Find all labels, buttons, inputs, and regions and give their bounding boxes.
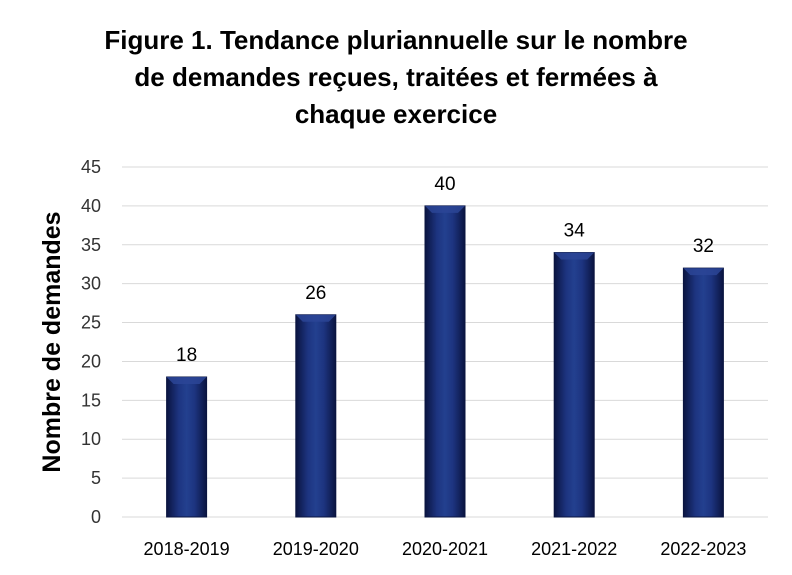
x-category-label: 2020-2021 [402, 539, 488, 559]
bar-body [166, 376, 208, 518]
y-axis-label: Nombre de demandes [38, 211, 66, 472]
bar-bevel-top [554, 252, 595, 260]
y-tick-label: 35 [81, 235, 101, 255]
y-axis-ticks: 0 5 10 15 20 25 30 35 40 45 [81, 157, 101, 527]
y-tick-label: 40 [81, 196, 101, 216]
y-tick-label: 10 [81, 429, 101, 449]
x-category-label: 2022-2023 [660, 539, 746, 559]
x-category-label: 2021-2022 [531, 539, 617, 559]
chart-title: Figure 1. Tendance pluriannuelle sur le … [0, 22, 792, 133]
bar-bevel-top [425, 205, 465, 213]
x-category-label: 2018-2019 [144, 539, 230, 559]
bar-body [682, 267, 724, 518]
data-label: 34 [564, 221, 586, 242]
x-category-label: 2019-2020 [273, 539, 359, 559]
y-tick-label: 25 [81, 313, 101, 333]
bar-bevel-top [295, 314, 336, 322]
data-label: 18 [176, 345, 197, 366]
x-axis-categories: 2018-2019 2019-2020 2020-2021 2021-2022 2022… [144, 539, 747, 559]
y-tick-label: 30 [81, 274, 101, 294]
bar [424, 205, 466, 518]
bar [295, 314, 337, 518]
data-label: 40 [434, 174, 455, 195]
y-tick-label: 5 [91, 468, 101, 488]
chart-title-line-1: Figure 1. Tendance pluriannuelle sur le … [104, 25, 688, 55]
chart-title-line-2: de demandes reçues, traitées et fermées … [134, 62, 658, 92]
bar-body [553, 252, 595, 518]
y-tick-label: 45 [81, 157, 101, 177]
bar-body [295, 314, 337, 518]
chart-title-line-3: chaque exercice [294, 99, 498, 129]
bar-body [424, 205, 466, 518]
y-tick-label: 20 [81, 351, 101, 371]
data-labels: 18 26 40 34 32 [176, 174, 714, 366]
bar [553, 252, 595, 518]
bar [166, 376, 208, 518]
bar-bevel-top [166, 377, 207, 384]
bar-bevel-top [683, 268, 724, 276]
y-tick-label: 0 [91, 507, 101, 527]
data-label: 32 [693, 236, 714, 257]
y-tick-label: 15 [81, 390, 101, 410]
bar [682, 267, 724, 518]
bars [166, 205, 724, 518]
data-label: 26 [305, 283, 326, 304]
